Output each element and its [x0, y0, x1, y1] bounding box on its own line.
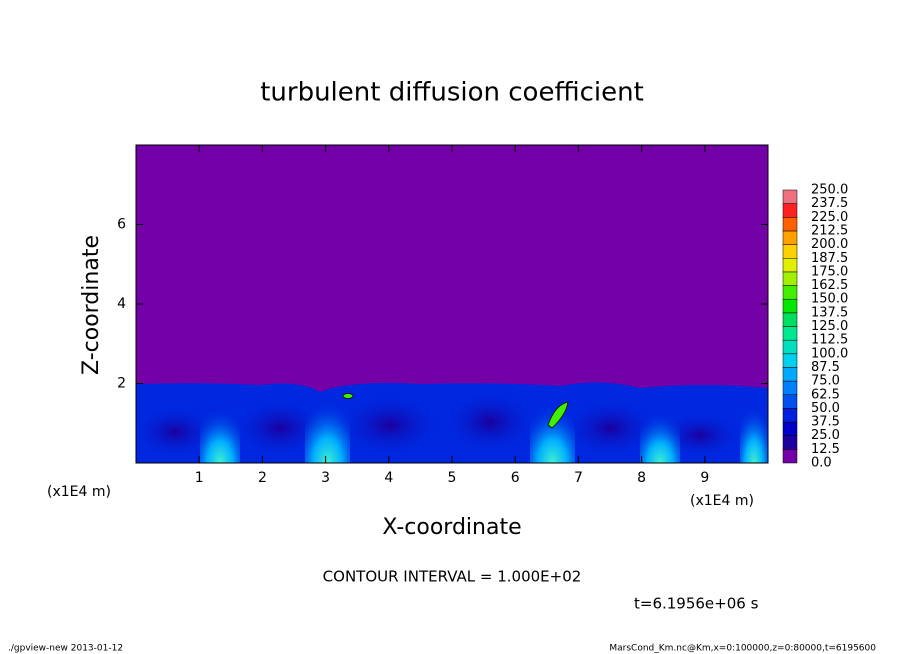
footer-left: ./gpview-new 2013-01-12 — [8, 644, 123, 654]
chart-title: turbulent diffusion coefficient — [260, 78, 644, 108]
x-tick-label: 1 — [195, 470, 204, 486]
colorbar-band — [782, 435, 798, 450]
x-tick-label: 3 — [321, 470, 330, 486]
colorbar-band — [782, 258, 798, 273]
colorbar-label: 87.5 — [811, 360, 840, 375]
colorbar-label: 12.5 — [811, 442, 840, 457]
colorbar-band — [782, 244, 798, 259]
colorbar-band — [782, 367, 798, 382]
x-axis-label: X-coordinate — [382, 515, 521, 540]
colorbar-label: 200.0 — [811, 237, 848, 252]
colorbar-band — [782, 312, 798, 327]
colorbar-band — [782, 353, 798, 368]
colorbar-band — [782, 217, 798, 232]
colorbar-label: 0.0 — [811, 456, 832, 471]
colorbar-band — [782, 271, 798, 286]
colorbar-label: 112.5 — [811, 333, 848, 348]
colorbar-label: 125.0 — [811, 319, 848, 334]
y-axis-label: Z-coordinate — [79, 235, 104, 375]
colorbar-label: 212.5 — [811, 223, 848, 238]
colorbar-band — [782, 449, 798, 464]
contour-interval: CONTOUR INTERVAL = 1.000E+02 — [323, 568, 582, 586]
colorbar-band — [782, 285, 798, 300]
colorbar-label: 62.5 — [811, 387, 840, 402]
y-tick-label: 2 — [117, 376, 126, 392]
colorbar-label: 187.5 — [811, 251, 848, 266]
colorbar-band — [782, 230, 798, 245]
colorbar-band — [782, 339, 798, 355]
colorbar-band — [782, 380, 798, 396]
x-tick-label: 9 — [700, 470, 709, 486]
x-unit-label: (x1E4 m) — [690, 493, 754, 509]
colorbar-label: 162.5 — [811, 278, 848, 293]
colorbar-label: 137.5 — [811, 305, 848, 320]
footer-right: MarsCond_Km.nc@Km,x=0:100000,z=0:80000,t… — [609, 644, 876, 654]
colorbar-label: 150.0 — [811, 292, 848, 307]
x-tick-label: 2 — [258, 470, 267, 486]
y-tick-label: 6 — [117, 217, 126, 233]
colorbar-band — [782, 203, 798, 218]
x-tick-label: 6 — [511, 470, 520, 486]
colorbar-label: 75.0 — [811, 374, 840, 389]
colorbar-band — [782, 326, 798, 341]
colorbar-band — [782, 298, 798, 314]
colorbar-band — [782, 408, 798, 423]
colorbar-label: 50.0 — [811, 401, 840, 416]
colorbar-band — [782, 421, 798, 436]
time-label: t=6.1956e+06 s — [634, 595, 759, 613]
x-tick-label: 8 — [637, 470, 646, 486]
x-tick-label: 4 — [384, 470, 393, 486]
colorbar-band — [782, 189, 798, 204]
colorbar-label: 225.0 — [811, 210, 848, 225]
colorbar-label: 100.0 — [811, 346, 848, 361]
x-tick-label: 5 — [448, 470, 457, 486]
colorbar-label: 175.0 — [811, 264, 848, 279]
colorbar-label: 237.5 — [811, 196, 848, 211]
x-tick-label: 7 — [574, 470, 583, 486]
y-tick-label: 4 — [117, 296, 126, 312]
x-unit-label: (x1E4 m) — [47, 484, 111, 500]
colorbar-band — [782, 394, 798, 409]
colorbar-label: 37.5 — [811, 415, 840, 430]
field — [136, 145, 768, 463]
colorbar-label: 250.0 — [811, 183, 848, 198]
colorbar-label: 25.0 — [811, 428, 840, 443]
